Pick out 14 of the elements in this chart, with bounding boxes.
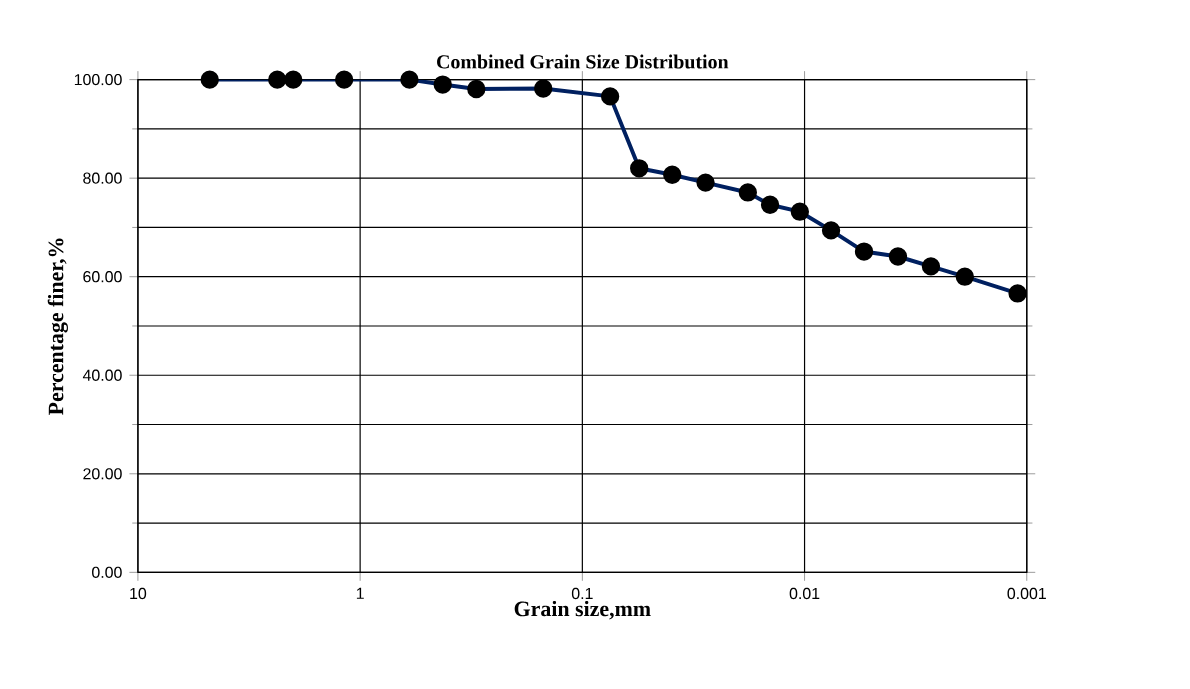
x-tick-label: 0.001: [1007, 587, 1046, 600]
y-tick-label: 40.00: [82, 369, 122, 381]
y-tick-label: 20.00: [83, 468, 122, 480]
y-tick-label: 100.00: [74, 74, 122, 86]
y-tick-label: 0.00: [92, 566, 122, 579]
x-tick-label: 10: [130, 587, 147, 600]
chart-title: Combined Grain Size Distribution: [437, 54, 729, 69]
x-tick-label: 0.1: [571, 587, 593, 600]
y-tick-label: 60.00: [83, 271, 122, 283]
x-tick-label: 0.01: [789, 587, 820, 600]
x-tick-label: 1: [356, 587, 364, 599]
y-axis-title: Percentage finer,%: [47, 238, 68, 416]
y-tick-label: 80.00: [83, 172, 122, 184]
x-axis-title: Grain size,mm: [514, 600, 651, 620]
